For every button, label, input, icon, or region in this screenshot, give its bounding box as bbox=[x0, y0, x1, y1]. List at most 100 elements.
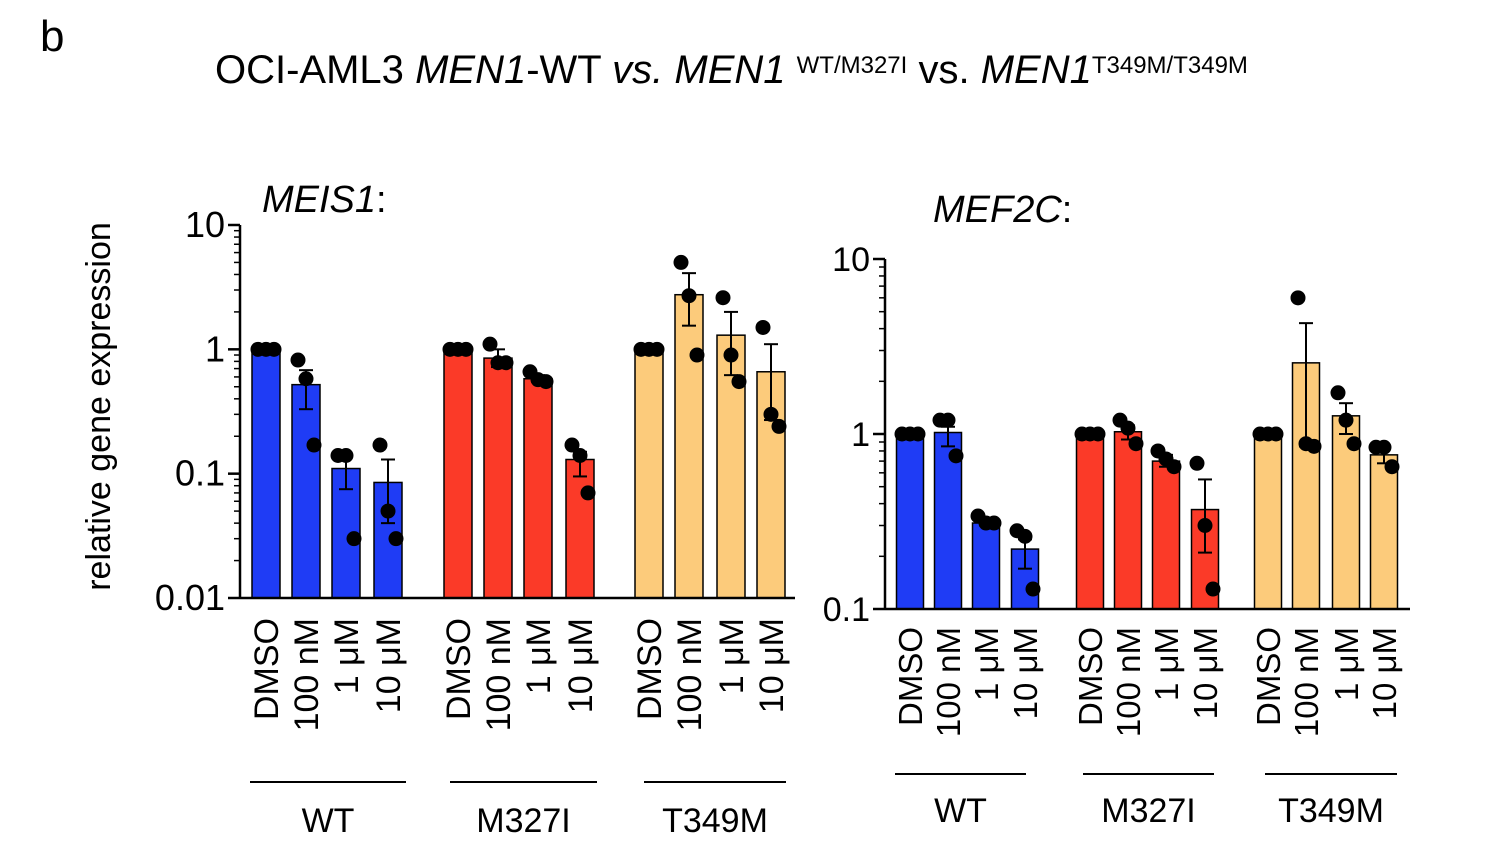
x-tick-label-100-nm: 100 nM bbox=[288, 618, 326, 731]
data-point bbox=[564, 437, 580, 453]
x-tick-label-dmso: DMSO bbox=[1072, 627, 1109, 726]
data-point bbox=[498, 355, 514, 371]
data-point bbox=[673, 254, 689, 270]
x-tick-label-100-nm: 100 nM bbox=[1110, 627, 1147, 737]
data-point bbox=[538, 374, 554, 390]
x-tick-label-10-m: 10 μM bbox=[370, 618, 408, 713]
data-point bbox=[755, 319, 771, 335]
group-label-t349m: T349M bbox=[1278, 792, 1384, 830]
data-point bbox=[1017, 528, 1033, 544]
bar-m327i-100-nm bbox=[1113, 431, 1143, 610]
x-tick-label-100-nm: 100 nM bbox=[930, 627, 967, 737]
bar-t349m-dmso bbox=[1253, 433, 1283, 610]
data-point bbox=[1205, 581, 1221, 597]
data-point bbox=[380, 503, 396, 519]
title-gene-2: MEN1 bbox=[674, 48, 786, 92]
data-point bbox=[1189, 455, 1205, 471]
data-point bbox=[1025, 581, 1041, 597]
data-point bbox=[948, 448, 964, 464]
x-tick-label-1-m: 1 μM bbox=[1148, 627, 1185, 701]
title-superscript-1: WT/M327I bbox=[796, 52, 908, 79]
title-vs-2: vs. bbox=[918, 48, 970, 92]
data-point bbox=[338, 447, 354, 463]
data-point bbox=[940, 412, 956, 428]
data-point bbox=[1306, 438, 1322, 454]
y-tick-label: 1 bbox=[205, 328, 225, 369]
x-tick-label-dmso: DMSO bbox=[1250, 627, 1287, 726]
x-tick-label-dmso: DMSO bbox=[892, 627, 929, 726]
bar-t349m-100-nm bbox=[674, 293, 704, 599]
group-label-wt: WT bbox=[302, 802, 355, 840]
data-point bbox=[771, 418, 787, 434]
x-tick-label-10-m: 10 μM bbox=[1187, 627, 1224, 719]
x-tick-label-10-m: 10 μM bbox=[562, 618, 600, 713]
group-label-wt: WT bbox=[934, 792, 987, 830]
data-point bbox=[1338, 412, 1354, 428]
bar-wt-dmso bbox=[895, 433, 925, 610]
gene-name: MEIS1 bbox=[262, 179, 376, 221]
data-point bbox=[649, 341, 665, 357]
title-wt-suffix: -WT bbox=[526, 48, 601, 92]
bar-m327i-1-m bbox=[523, 377, 553, 599]
bar-wt-dmso bbox=[251, 348, 281, 599]
chart-meis1: MEIS1: relative gene expression 10 1 0.1 0.01… bbox=[80, 179, 795, 840]
y-tick-label: 10 bbox=[185, 204, 225, 245]
x-tick-label-dmso: DMSO bbox=[248, 618, 286, 720]
data-point bbox=[572, 447, 588, 463]
bar-wt-100-nm bbox=[291, 383, 321, 599]
data-point bbox=[1384, 459, 1400, 475]
data-point bbox=[346, 531, 362, 547]
data-point bbox=[715, 290, 731, 306]
data-point bbox=[1268, 426, 1284, 442]
gene-suffix: : bbox=[1062, 189, 1073, 231]
data-point bbox=[763, 406, 779, 422]
data-point bbox=[306, 437, 322, 453]
data-point bbox=[372, 437, 388, 453]
title-vs-1: vs. bbox=[612, 48, 664, 92]
x-tick-label-10-m: 10 μM bbox=[753, 618, 791, 713]
y-tick-label: 1 bbox=[851, 416, 870, 454]
data-point bbox=[482, 336, 498, 352]
gene-label: MEIS1: bbox=[262, 179, 387, 221]
group-label-t349m: T349M bbox=[662, 802, 768, 840]
figure-title: OCI-AML3 MEN1-WT vs. MEN1 WT/M327I vs. M… bbox=[215, 48, 1248, 93]
data-point bbox=[458, 341, 474, 357]
bar-wt-1-m bbox=[971, 522, 1001, 610]
x-tick-label-1-m: 1 μM bbox=[1328, 627, 1365, 701]
x-tick-label-1-m: 1 μM bbox=[328, 618, 366, 694]
bar-t349m-10-m bbox=[1369, 454, 1399, 610]
bar-m327i-10-m bbox=[565, 458, 595, 599]
bar-m327i-100-nm bbox=[483, 357, 513, 599]
y-tick-label: 0.1 bbox=[175, 453, 225, 494]
x-tick-label-100-nm: 100 nM bbox=[671, 618, 709, 731]
data-point bbox=[298, 371, 314, 387]
bar-t349m-dmso bbox=[634, 348, 664, 599]
data-point bbox=[1290, 290, 1306, 306]
data-point bbox=[266, 341, 282, 357]
data-point bbox=[580, 485, 596, 501]
data-point bbox=[1166, 459, 1182, 475]
bar-m327i-dmso bbox=[1075, 433, 1105, 610]
bar-m327i-dmso bbox=[443, 348, 473, 599]
gene-suffix: : bbox=[376, 179, 387, 221]
data-point bbox=[290, 352, 306, 368]
title-gene-3: MEN1 bbox=[980, 48, 1092, 92]
x-tick-label-10-m: 10 μM bbox=[1007, 627, 1044, 719]
y-tick-label: 0.01 bbox=[155, 577, 225, 618]
data-point bbox=[731, 374, 747, 390]
x-tick-label-1-m: 1 μM bbox=[713, 618, 751, 694]
data-point bbox=[689, 347, 705, 363]
data-point bbox=[1120, 420, 1136, 436]
x-tick-label-1-m: 1 μM bbox=[520, 618, 558, 694]
title-superscript-2: T349M/T349M bbox=[1091, 52, 1248, 79]
y-tick-label: 10 bbox=[832, 241, 870, 279]
data-point bbox=[1197, 518, 1213, 534]
data-point bbox=[1128, 436, 1144, 452]
title-gene-1: MEN1 bbox=[415, 48, 527, 92]
data-point bbox=[1346, 436, 1362, 452]
data-point bbox=[910, 426, 926, 442]
bar-m327i-1-m bbox=[1151, 460, 1181, 610]
x-tick-label-1-m: 1 μM bbox=[968, 627, 1005, 701]
